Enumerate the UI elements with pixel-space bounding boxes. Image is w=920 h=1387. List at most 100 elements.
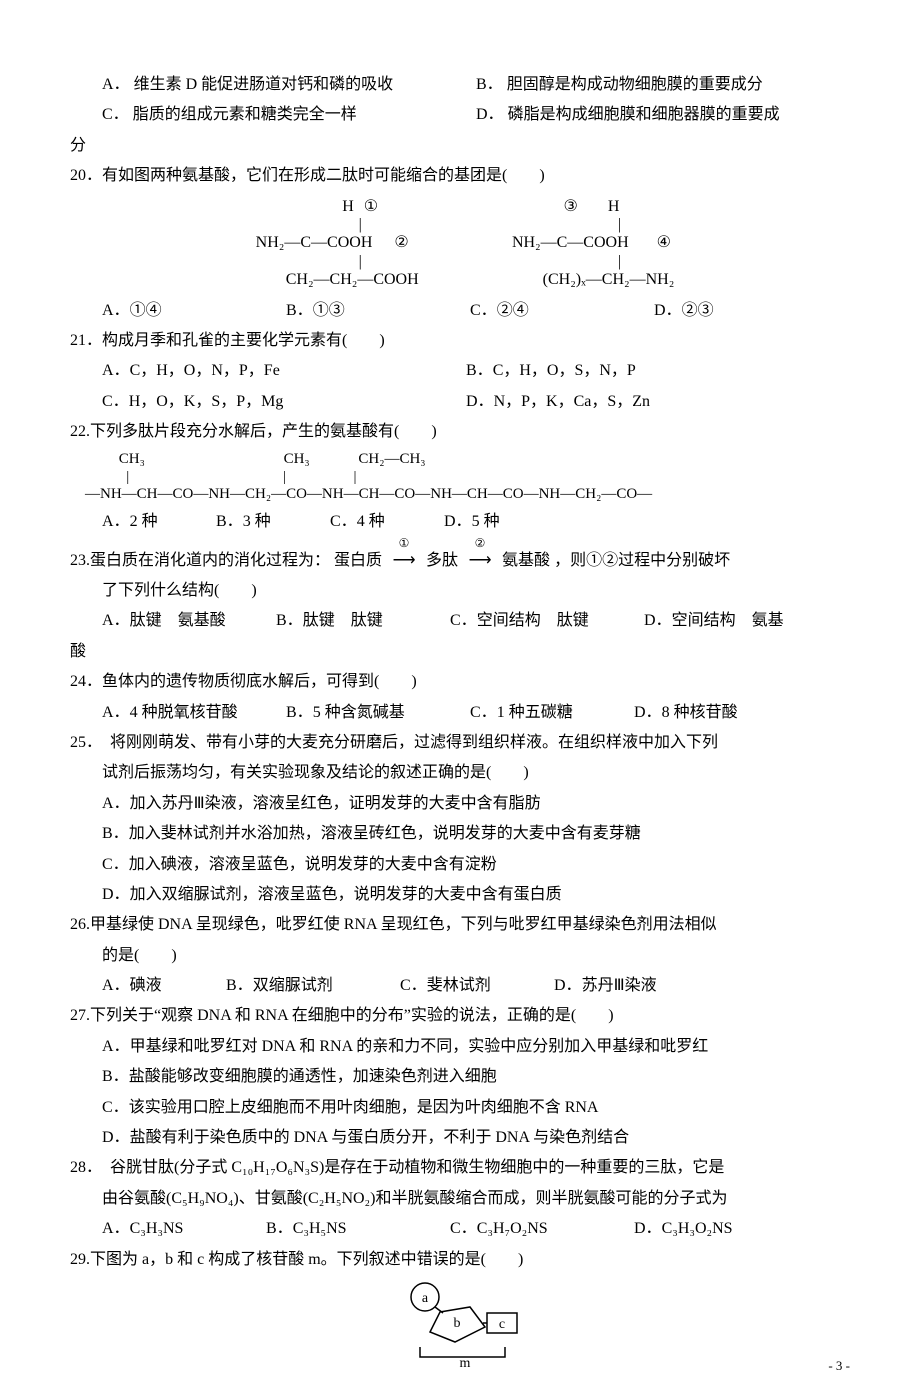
label: B． bbox=[286, 302, 313, 319]
q28-stem2: 由谷氨酸(C₅H₉NO₄)、甘氨酸(C₂H₅NO₂)和半胱氨酸缩合而成，则半胱氨… bbox=[70, 1184, 850, 1214]
q26-option-d: D．苏丹Ⅲ染液 bbox=[554, 971, 657, 1001]
t: 空间结构 肽键 bbox=[477, 612, 589, 629]
s1-l3: CH₂—CH₂—COOH bbox=[286, 271, 419, 288]
l: A． bbox=[102, 513, 130, 530]
t: 该实验用口腔上皮细胞而不用叶肉细胞，是因为叶肉细胞不含 RNA bbox=[129, 1099, 599, 1116]
label: B． bbox=[466, 362, 493, 379]
q27-option-a: A．甲基绿和吡罗红对 DNA 和 RNA 的亲和力不同，实验中应分别加入甲基绿和… bbox=[70, 1032, 850, 1062]
t: 4 种 bbox=[357, 513, 385, 530]
q19-option-a: A． 维生素 D 能促进肠道对钙和磷的吸收 bbox=[102, 70, 472, 100]
option-label: A． bbox=[102, 76, 130, 93]
l: D． bbox=[554, 977, 582, 994]
q23-option-a: A．肽键 氨基酸 bbox=[102, 606, 272, 636]
q28-option-a: A．C₃H₃NS bbox=[102, 1214, 262, 1244]
l: C． bbox=[450, 1220, 477, 1237]
q20-option-d: D．②③ bbox=[654, 296, 714, 326]
q27-option-b: B．盐酸能够改变细胞膜的通透性，加速染色剂进入细胞 bbox=[70, 1062, 850, 1092]
q26-options: A．碘液 B．双缩脲试剂 C．斐林试剂 D．苏丹Ⅲ染液 bbox=[70, 971, 850, 1001]
label: C． bbox=[470, 302, 497, 319]
q26-option-a: A．碘液 bbox=[102, 971, 222, 1001]
q28-options: A．C₃H₃NS B．C₃H₅NS C．C₃H₇O₂NS D．C₃H₃O₂NS bbox=[70, 1214, 850, 1244]
q24-option-d: D．8 种核苷酸 bbox=[634, 698, 738, 728]
t: 碘液 bbox=[130, 977, 162, 994]
s2-h: H bbox=[608, 198, 620, 215]
text: N，P，K，Ca，S，Zn bbox=[494, 393, 650, 410]
l: A． bbox=[102, 1220, 130, 1237]
l: B． bbox=[276, 612, 303, 629]
l: D． bbox=[102, 886, 130, 903]
t: C₃H₅NS bbox=[293, 1220, 347, 1237]
q20-option-a: A．①④ bbox=[102, 296, 282, 326]
q22-options: A．2 种 B．3 种 C．4 种 D．5 种 bbox=[70, 507, 850, 537]
label-a: a bbox=[422, 1291, 429, 1306]
label: D． bbox=[654, 302, 682, 319]
page-number: - 3 - bbox=[828, 1354, 850, 1379]
q20-option-b: B．①③ bbox=[286, 296, 466, 326]
circ1: ① bbox=[386, 532, 422, 555]
l: D． bbox=[634, 1220, 662, 1237]
q22-peptide: CH₃ CH₃ CH₂—CH₃ | | | —NH—CH—CO—NH—CH₂—C… bbox=[85, 451, 850, 503]
q22-stem: 22.下列多肽片段充分水解后，产生的氨基酸有( ) bbox=[70, 417, 850, 447]
q21-option-c: C．H，O，K，S，P，Mg bbox=[102, 387, 462, 417]
q21-row1: A．C，H，O，N，P，Fe B．C，H，O，S，N，P bbox=[70, 356, 850, 386]
flow-c: 氨基酸 bbox=[502, 552, 550, 569]
t: 空间结构 氨基 bbox=[672, 612, 784, 629]
t: 2 种 bbox=[130, 513, 158, 530]
q27-option-c: C．该实验用口腔上皮细胞而不用叶肉细胞，是因为叶肉细胞不含 RNA bbox=[70, 1093, 850, 1123]
q21-option-a: A．C，H，O，N，P，Fe bbox=[102, 356, 462, 386]
q28-option-c: C．C₃H₇O₂NS bbox=[450, 1214, 630, 1244]
q19-option-c: C． 脂质的组成元素和糖类完全一样 bbox=[102, 100, 472, 130]
q19-row2: C． 脂质的组成元素和糖类完全一样 D． 磷脂是构成细胞膜和细胞器膜的重要成 bbox=[70, 100, 850, 130]
option-text: 磷脂是构成细胞膜和细胞器膜的重要成 bbox=[508, 106, 780, 123]
q23-option-c: C．空间结构 肽键 bbox=[450, 606, 640, 636]
q25-option-d: D．加入双缩脲试剂，溶液呈蓝色，说明发芽的大麦中含有蛋白质 bbox=[70, 880, 850, 910]
s1-c2: ② bbox=[394, 234, 408, 252]
s2-c1: ③ bbox=[564, 198, 578, 216]
s2-l3: (CH₂)ₓ—CH₂—NH₂ bbox=[543, 271, 675, 288]
flow-a: 蛋白质 bbox=[334, 552, 382, 569]
q24-option-c: C．1 种五碳糖 bbox=[470, 698, 630, 728]
t: 3 种 bbox=[243, 513, 271, 530]
t: 8 种核苷酸 bbox=[662, 704, 738, 721]
label-m: m bbox=[460, 1356, 471, 1367]
label-c: c bbox=[499, 1317, 505, 1332]
label: C． bbox=[102, 393, 129, 410]
q20-struct2: ③H | NH₂—C—COOH④ | (CH₂)ₓ—CH₂—NH₂ bbox=[509, 198, 675, 290]
q23-option-b: B．肽键 肽键 bbox=[276, 606, 446, 636]
l: A． bbox=[102, 612, 130, 629]
q23-option-d-cont: 酸 bbox=[70, 637, 850, 667]
option-text: 胆固醇是构成动物细胞膜的重要成分 bbox=[507, 76, 763, 93]
text: ②③ bbox=[682, 302, 714, 319]
t: 加入碘液，溶液呈蓝色，说明发芽的大麦中含有淀粉 bbox=[129, 856, 497, 873]
t: 甲基绿和吡罗红对 DNA 和 RNA 的亲和力不同，实验中应分别加入甲基绿和吡罗… bbox=[130, 1038, 709, 1055]
s1-c1: ① bbox=[364, 198, 378, 216]
q21-stem: 21．构成月季和孔雀的主要化学元素有( ) bbox=[70, 326, 850, 356]
l: B． bbox=[216, 513, 243, 530]
q23-line1: 23.蛋白质在消化道内的消化过程为： 蛋白质 ① ⟶ 多肽 ② ⟶ 氨基酸 ，则… bbox=[70, 546, 850, 576]
q23-flow: 蛋白质 ① ⟶ 多肽 ② ⟶ 氨基酸 bbox=[334, 546, 550, 576]
q23-stem-a: 23.蛋白质在消化道内的消化过程为： bbox=[70, 552, 330, 569]
q27-stem: 27.下列关于“观察 DNA 和 RNA 在细胞中的分布”实验的说法，正确的是(… bbox=[70, 1001, 850, 1031]
l: C． bbox=[470, 704, 497, 721]
l: C． bbox=[400, 977, 427, 994]
q21-option-b: B．C，H，O，S，N，P bbox=[466, 356, 636, 386]
text: ②④ bbox=[497, 302, 529, 319]
t: 苏丹Ⅲ染液 bbox=[582, 977, 657, 994]
label-b: b bbox=[454, 1316, 461, 1331]
t: 5 种含氮碱基 bbox=[313, 704, 405, 721]
q26-stem1: 26.甲基绿使 DNA 呈现绿色，吡罗红使 RNA 呈现红色，下列与吡罗红甲基绿… bbox=[70, 910, 850, 940]
q19-option-d: D． 磷脂是构成细胞膜和细胞器膜的重要成 bbox=[476, 100, 780, 130]
exam-page: A． 维生素 D 能促进肠道对钙和磷的吸收 B． 胆固醇是构成动物细胞膜的重要成… bbox=[0, 0, 920, 1387]
q24-option-a: A．4 种脱氧核苷酸 bbox=[102, 698, 282, 728]
label: D． bbox=[466, 393, 494, 410]
q20-stem: 20．有如图两种氨基酸，它们在形成二肽时可能缩合的基团是( ) bbox=[70, 161, 850, 191]
l: A． bbox=[102, 795, 130, 812]
q29-stem: 29.下图为 a，b 和 c 构成了核苷酸 m。下列叙述中错误的是( ) bbox=[70, 1245, 850, 1275]
q20-option-c: C．②④ bbox=[470, 296, 650, 326]
t: 肽键 氨基酸 bbox=[130, 612, 226, 629]
s1-h: H bbox=[342, 198, 354, 215]
t: 盐酸能够改变细胞膜的通透性，加速染色剂进入细胞 bbox=[129, 1068, 497, 1085]
q28-option-b: B．C₃H₅NS bbox=[266, 1214, 446, 1244]
q19-row1: A． 维生素 D 能促进肠道对钙和磷的吸收 B． 胆固醇是构成动物细胞膜的重要成… bbox=[70, 70, 850, 100]
label: A． bbox=[102, 362, 130, 379]
